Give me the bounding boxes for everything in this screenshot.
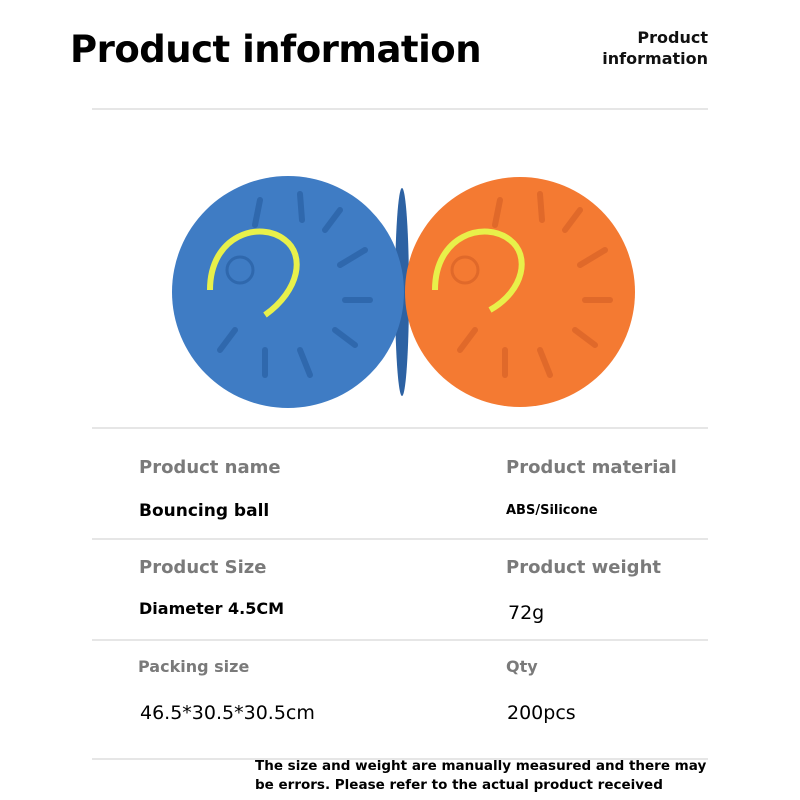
spec-value: Bouncing ball: [139, 501, 270, 521]
divider: [92, 639, 708, 641]
spec-value: Diameter 4.5CM: [139, 599, 285, 618]
spec-label: Product name: [139, 457, 281, 478]
divider: [92, 108, 708, 110]
spec-value: ABS/Silicone: [506, 503, 598, 518]
spec-value: 46.5*30.5*30.5cm: [140, 702, 315, 724]
spec-value: 72g: [508, 602, 545, 624]
spec-value: 200pcs: [507, 702, 576, 724]
disclaimer-note: The size and weight are manually measure…: [255, 758, 707, 793]
blue-ball-image: [172, 176, 409, 408]
spec-label: Product Size: [139, 557, 267, 578]
corner-label: Product information: [602, 28, 708, 68]
spec-label: Qty: [506, 657, 538, 676]
orange-ball-image: [405, 177, 635, 407]
divider: [92, 758, 708, 760]
page-title: Product information: [70, 28, 482, 71]
divider: [92, 538, 708, 540]
product-image: [172, 176, 635, 408]
spec-label: Packing size: [138, 657, 250, 676]
spec-label: Product material: [506, 457, 677, 478]
divider: [92, 427, 708, 429]
spec-label: Product weight: [506, 557, 661, 578]
